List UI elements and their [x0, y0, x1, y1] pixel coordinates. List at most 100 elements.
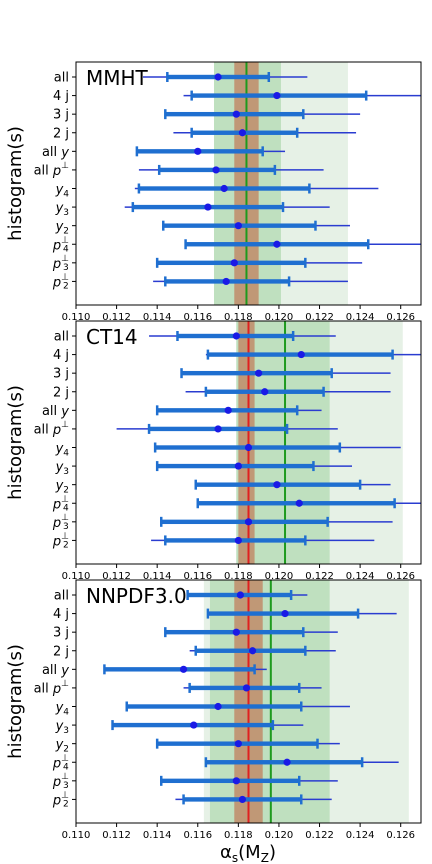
category-label: all y — [42, 404, 69, 419]
x-tick-label: 0.126 — [386, 312, 415, 323]
data-row — [164, 627, 338, 638]
data-row — [153, 276, 348, 287]
x-tick-label: 0.122 — [305, 830, 334, 841]
data-point — [194, 147, 202, 155]
x-tick-label: 0.110 — [62, 830, 91, 841]
axes-frame — [75, 320, 422, 565]
data-row — [155, 461, 352, 472]
category-label: y2 — [55, 478, 69, 495]
panel-title: NNPDF3.0 — [86, 584, 187, 608]
category-label: p⊥ 2 — [52, 531, 69, 550]
data-row — [159, 516, 393, 527]
x-tick-label: 0.116 — [183, 571, 212, 582]
data-row — [125, 701, 350, 712]
x-tick-label: 0.124 — [346, 312, 375, 323]
data-row — [155, 257, 363, 268]
category-label: y3 — [55, 201, 69, 218]
category-label: p⊥ 3 — [52, 771, 69, 790]
data-point — [232, 110, 240, 118]
category-label: 4 j — [53, 607, 69, 622]
data-row — [184, 239, 421, 250]
category-label: y4 — [55, 182, 70, 199]
category-label: p⊥ 3 — [52, 253, 69, 272]
data-row — [180, 368, 391, 379]
data-point — [261, 388, 269, 396]
category-label: all — [54, 330, 69, 345]
x-tick-label: 0.112 — [102, 571, 131, 582]
x-tick-label: 0.110 — [62, 312, 91, 323]
data-point — [244, 518, 253, 526]
category-label: all — [54, 589, 69, 604]
x-tick-label: 0.120 — [265, 830, 294, 841]
category-label: p⊥ 3 — [52, 512, 69, 531]
category-label: y2 — [55, 737, 69, 754]
axes-frame — [75, 579, 422, 824]
data-row — [159, 775, 338, 786]
data-row — [185, 386, 391, 397]
panel-title: CT14 — [86, 325, 138, 349]
panel-title: MMHT — [86, 66, 149, 90]
data-point — [273, 91, 281, 100]
data-row — [186, 590, 308, 600]
x-tick-label: 0.120 — [265, 312, 294, 323]
category-label: p⊥ 4 — [52, 494, 69, 513]
x-tick-label: 0.126 — [386, 571, 415, 582]
data-row — [142, 72, 308, 82]
data-row — [138, 164, 324, 175]
data-row — [164, 109, 361, 120]
category-label: 2 j — [53, 644, 69, 659]
category-label: y3 — [55, 719, 69, 736]
data-point — [190, 721, 198, 729]
x-tick-label: 0.126 — [386, 830, 415, 841]
x-tick-label: 0.110 — [62, 571, 91, 582]
data-point — [214, 702, 222, 711]
category-label: 3 j — [53, 108, 69, 123]
category-label: 2 j — [53, 385, 69, 400]
axes-frame — [75, 61, 422, 306]
data-row — [116, 423, 338, 434]
y-axis-label: histogram(s) — [5, 644, 26, 759]
category-label: p⊥ 4 — [52, 753, 69, 772]
y-axis-label: histogram(s) — [5, 126, 26, 241]
data-point — [281, 609, 289, 618]
data-point — [224, 406, 232, 414]
data-point — [232, 628, 240, 636]
data-point — [242, 684, 251, 692]
data-point — [230, 259, 238, 267]
data-point — [273, 240, 281, 248]
category-label: y3 — [55, 460, 69, 477]
data-point — [222, 277, 230, 286]
category-label: all p⊥ — [34, 160, 70, 178]
category-label: all y — [42, 145, 69, 160]
data-point — [204, 203, 212, 211]
data-row — [194, 479, 391, 490]
data-point — [179, 665, 188, 673]
category-label: p⊥ 4 — [52, 235, 69, 254]
category-label: p⊥ 2 — [52, 790, 69, 809]
data-point — [234, 740, 242, 748]
data-row — [135, 146, 286, 157]
data-point — [232, 332, 240, 340]
category-label: all — [54, 71, 69, 86]
plot-area — [116, 321, 421, 564]
data-row — [149, 331, 336, 341]
category-label: y4 — [55, 700, 70, 717]
data-point — [236, 591, 244, 599]
data-row — [162, 220, 350, 231]
data-point — [212, 166, 220, 174]
uncertainty-band-inner — [209, 580, 330, 823]
x-tick-label: 0.114 — [143, 312, 172, 323]
plot-area — [124, 62, 421, 305]
y-axis-label: histogram(s) — [5, 385, 26, 500]
x-tick-label: 0.114 — [143, 571, 172, 582]
data-point — [295, 499, 303, 507]
category-label: y4 — [55, 441, 70, 458]
x-tick-label: 0.124 — [346, 571, 375, 582]
data-point — [244, 443, 253, 452]
data-point — [273, 481, 281, 489]
data-row — [205, 349, 421, 360]
data-point — [283, 758, 291, 766]
